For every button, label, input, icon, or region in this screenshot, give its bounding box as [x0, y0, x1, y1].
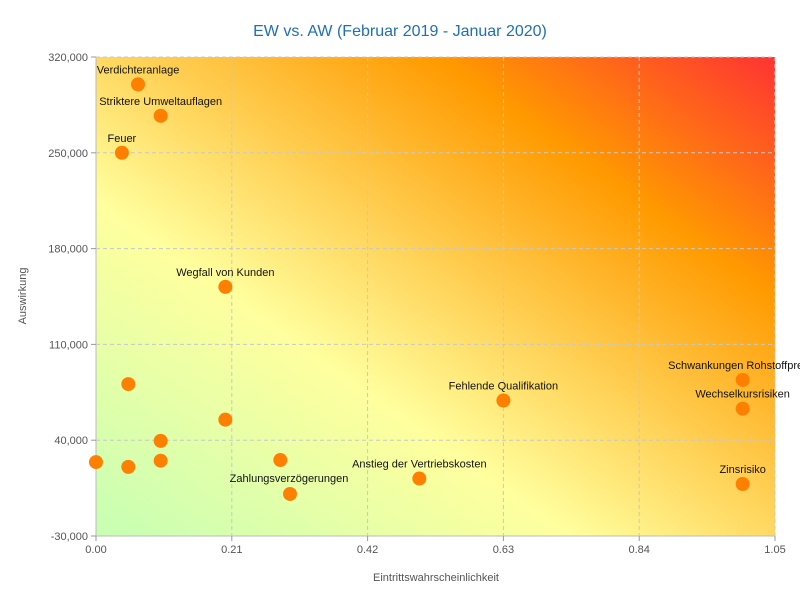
plot-area	[96, 57, 775, 536]
x-tick-label: 0.42	[357, 544, 378, 556]
data-label: Verdichteranlage	[97, 64, 180, 76]
chart-title: EW vs. AW (Februar 2019 - Januar 2020)	[253, 23, 547, 40]
data-point[interactable]	[412, 471, 427, 486]
data-point[interactable]	[218, 412, 233, 427]
data-point[interactable]	[121, 377, 136, 392]
x-tick-label: 0.63	[493, 544, 514, 556]
data-point[interactable]	[153, 433, 168, 448]
data-point[interactable]	[273, 453, 288, 468]
data-point[interactable]	[131, 77, 146, 92]
x-tick-label: 1.05	[764, 544, 785, 556]
data-label: Schwankungen Rohstoffpreise	[668, 360, 800, 372]
y-tick-label: -30,000	[51, 531, 88, 543]
data-point[interactable]	[735, 401, 750, 416]
data-label: Wegfall von Kunden	[176, 267, 274, 279]
data-point[interactable]	[89, 455, 103, 470]
data-label: Feuer	[107, 133, 136, 145]
y-axis-title: Auswirkung	[17, 268, 29, 325]
x-tick-label: 0.21	[221, 544, 242, 556]
y-tick-label: 180,000	[48, 244, 88, 256]
data-point[interactable]	[121, 459, 136, 474]
data-label: Striktere Umweltauflagen	[99, 96, 222, 108]
y-tick-label: 250,000	[48, 148, 88, 160]
data-point[interactable]	[735, 476, 750, 491]
data-label: Fehlende Qualifikation	[449, 381, 558, 393]
y-tick-label: 40,000	[54, 435, 88, 447]
x-axis-title: Eintrittswahrscheinlichkeit	[373, 572, 499, 584]
x-tick-label: 0.00	[85, 544, 106, 556]
data-point[interactable]	[283, 486, 297, 501]
x-tick-label: 0.84	[628, 544, 649, 556]
data-point[interactable]	[153, 453, 168, 468]
data-point[interactable]	[153, 108, 168, 123]
y-tick-label: 320,000	[48, 52, 88, 64]
data-label: Zinsrisiko	[719, 464, 765, 476]
data-label: Anstieg der Vertriebskosten	[352, 459, 487, 471]
data-point[interactable]	[114, 145, 129, 160]
data-point[interactable]	[496, 393, 511, 408]
data-point[interactable]	[218, 279, 233, 294]
data-label: Wechselkursrisiken	[695, 389, 790, 401]
data-point[interactable]	[735, 372, 750, 387]
y-tick-label: 110,000	[49, 339, 88, 351]
data-label: Zahlungsverzögerungen	[230, 473, 349, 485]
